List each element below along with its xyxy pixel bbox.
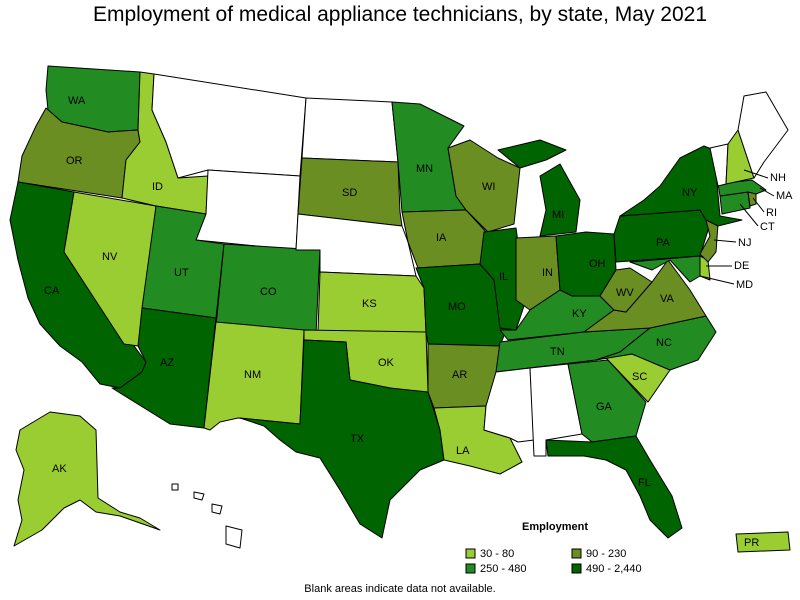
- map-title: Employment of medical appliance technici…: [93, 3, 707, 26]
- label-wi: WI: [482, 181, 495, 193]
- label-or: OR: [66, 155, 83, 167]
- state-shapes: [9, 65, 791, 553]
- label-oh: OH: [589, 258, 606, 270]
- label-va: VA: [660, 293, 675, 305]
- label-ri: RI: [766, 207, 777, 219]
- label-tn: TN: [550, 346, 565, 358]
- label-ak: AK: [52, 463, 67, 475]
- legend-label-250-480: 250 - 480: [480, 563, 526, 575]
- label-id: ID: [152, 181, 163, 193]
- label-pr: PR: [744, 537, 759, 549]
- label-la: LA: [456, 445, 470, 457]
- state-mi[interactable]: [497, 139, 581, 237]
- label-az: AZ: [160, 357, 174, 369]
- legend-label-490-2440: 490 - 2,440: [586, 563, 642, 575]
- legend-title: Employment: [522, 521, 588, 533]
- state-wi[interactable]: [447, 139, 521, 233]
- callouts: [699, 169, 775, 285]
- label-nv: NV: [102, 251, 118, 263]
- label-sd: SD: [342, 187, 357, 199]
- legend-swatch-490-2440: [571, 563, 582, 574]
- state-ak[interactable]: [13, 411, 161, 547]
- label-ny: NY: [682, 187, 698, 199]
- state-fl[interactable]: [545, 435, 683, 539]
- legend: Employment 30 - 80 90 - 230 250 - 480 49…: [465, 521, 642, 575]
- label-co: CO: [260, 286, 277, 298]
- label-ut: UT: [174, 267, 189, 279]
- legend-label-30-80: 30 - 80: [480, 548, 514, 560]
- label-de: DE: [734, 260, 749, 272]
- legend-swatch-250-480: [465, 563, 476, 574]
- state-nc[interactable]: [595, 315, 717, 371]
- label-ok: OK: [378, 357, 395, 369]
- state-nd[interactable]: [301, 97, 399, 163]
- label-ky: KY: [572, 308, 587, 320]
- label-ar: AR: [452, 369, 467, 381]
- state-ky[interactable]: [499, 289, 615, 341]
- label-nc: NC: [656, 337, 672, 349]
- legend-swatch-90-230: [571, 548, 582, 559]
- label-pa: PA: [656, 237, 671, 249]
- label-fl: FL: [638, 477, 651, 489]
- label-mi: MI: [552, 209, 564, 221]
- legend-swatch-30-80: [465, 548, 476, 559]
- state-tx[interactable]: [239, 339, 445, 539]
- label-mo: MO: [448, 301, 466, 313]
- label-ca: CA: [44, 285, 60, 297]
- label-ma: MA: [776, 190, 793, 202]
- label-mn: MN: [416, 163, 433, 175]
- label-wa: WA: [68, 95, 86, 107]
- label-ct: CT: [760, 221, 775, 233]
- label-tx: TX: [350, 433, 365, 445]
- state-wy[interactable]: [195, 169, 301, 251]
- state-hi[interactable]: [171, 483, 243, 549]
- label-nj: NJ: [738, 237, 751, 249]
- label-wv: WV: [616, 287, 634, 299]
- state-labels: WA OR CA NV ID UT AZ CO NM SD KS OK TX M…: [44, 95, 793, 549]
- state-sd[interactable]: [297, 157, 403, 227]
- label-nm: NM: [244, 369, 261, 381]
- label-in: IN: [542, 267, 553, 279]
- state-ma[interactable]: [717, 179, 767, 197]
- legend-label-90-230: 90 - 230: [586, 548, 626, 560]
- label-ga: GA: [596, 401, 613, 413]
- label-ia: IA: [436, 232, 447, 244]
- label-ks: KS: [362, 298, 377, 310]
- state-me[interactable]: [737, 91, 789, 179]
- state-wv[interactable]: [599, 267, 653, 313]
- footnote: Blank areas indicate data not available.: [304, 583, 496, 595]
- state-pr[interactable]: [735, 531, 791, 553]
- state-mt[interactable]: [151, 73, 307, 179]
- label-nh: NH: [770, 172, 786, 184]
- label-sc: SC: [632, 371, 647, 383]
- label-md: MD: [736, 279, 753, 291]
- state-pa[interactable]: [613, 209, 711, 263]
- label-il: IL: [499, 271, 508, 283]
